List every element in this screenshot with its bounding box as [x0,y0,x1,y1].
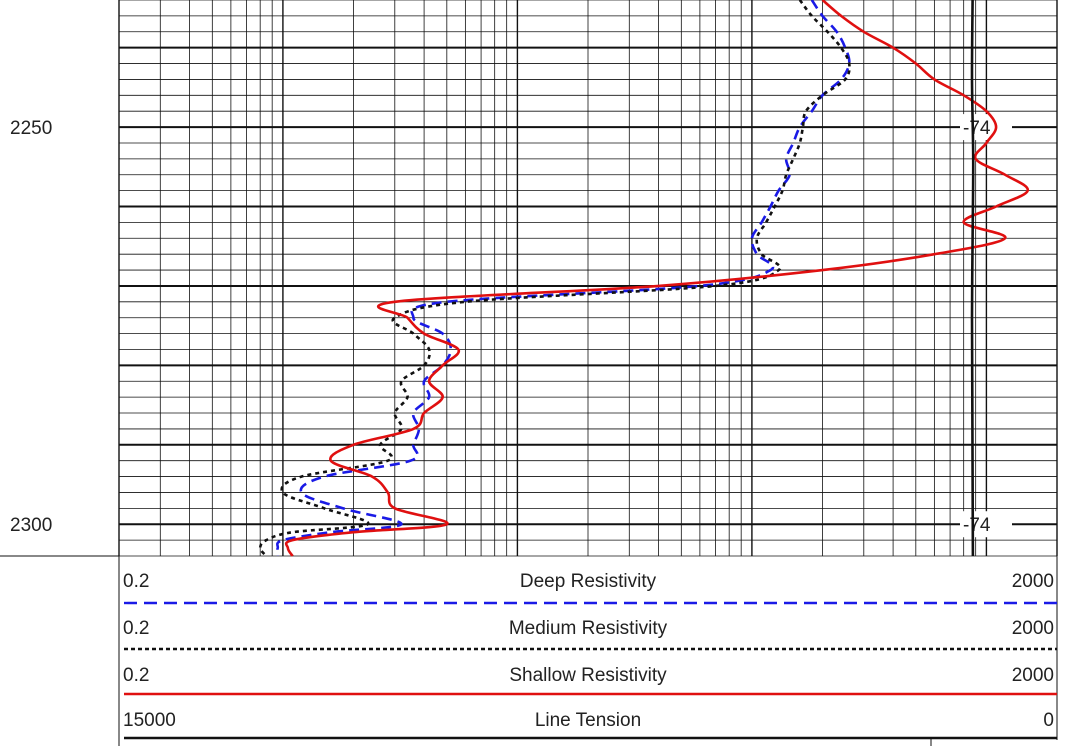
depth-tick-labels: 2250 2300 [10,118,52,536]
legend-row-shallow: 0.2 Shallow Resistivity 2000 [123,665,1057,696]
legend-min-label: 0.2 [123,571,149,592]
legend-row-medium: 0.2 Medium Resistivity 2000 [123,618,1057,651]
legend-name-label: Medium Resistivity [509,618,668,639]
tension-mark-bg [960,511,1012,538]
tension-mark: -74 [960,511,1012,538]
tension-mark-bg [960,114,1012,141]
legend-max-label: 2000 [1012,571,1054,592]
legend-max-label: 0 [1043,710,1054,731]
legend-min-label: 0.2 [123,618,149,639]
legend-min-label: 0.2 [123,665,149,686]
legend-name-label: Shallow Resistivity [509,665,667,686]
resistivity-curves [258,0,1029,557]
legend-name-label: Line Tension [535,710,641,731]
tension-mark-label: -74 [963,515,991,536]
legend-max-label: 2000 [1012,665,1054,686]
tension-mark: -74 [960,114,1012,141]
legend-max-label: 2000 [1012,618,1054,639]
series-shallow-line [284,0,1029,557]
log-grid [118,0,1058,557]
depth-tick-label: 2300 [10,515,52,536]
series-medium-line [258,0,851,557]
depth-tick-label: 2250 [10,118,52,139]
legend-name-label: Deep Resistivity [520,571,657,592]
legend-row-tension: 15000 Line Tension 0 [123,710,1057,740]
legend-row-deep: 0.2 Deep Resistivity 2000 [123,571,1057,605]
curve-header: 0.2 Deep Resistivity 2000 0.2 Medium Resisti… [0,555,1058,746]
tension-track-marks: -74 -74 [960,114,1012,538]
legend-min-label: 15000 [123,710,176,731]
tension-mark-label: -74 [963,118,991,139]
series-tension-line [970,0,975,557]
